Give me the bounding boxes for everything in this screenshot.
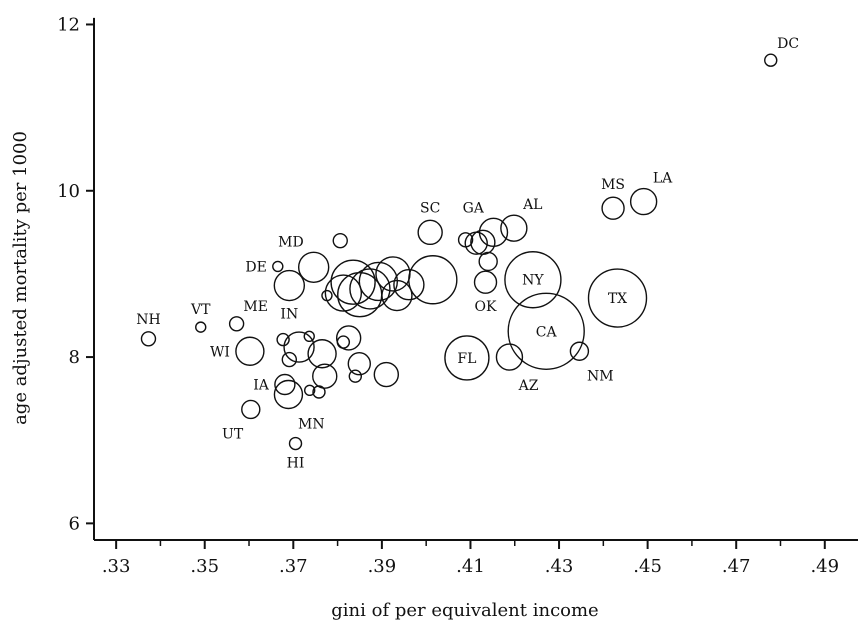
x-tick-label: .47 <box>722 556 751 577</box>
y-tick-label: 10 <box>57 181 80 202</box>
data-point-nh <box>140 331 157 347</box>
x-tick-label: .37 <box>279 556 308 577</box>
point-label: GA <box>463 200 485 216</box>
data-point <box>303 384 316 397</box>
data-point-sc <box>417 219 443 246</box>
data-point <box>375 256 411 292</box>
point-label: AL <box>522 197 542 213</box>
data-point-la <box>629 187 658 216</box>
data-point <box>349 268 391 310</box>
data-point-al <box>500 214 528 242</box>
data-points: DC LA MS TX NM CA NY AL AZ GA OK FL SC MD DE IN ME VT NH WI… <box>136 36 799 471</box>
data-point <box>283 331 315 363</box>
data-point-ny <box>504 251 562 309</box>
x-tick-label: .43 <box>545 556 574 577</box>
data-point-in <box>273 269 306 302</box>
data-point-ut <box>241 399 261 420</box>
point-label: NY <box>522 273 544 289</box>
data-point <box>307 339 337 369</box>
data-point <box>381 279 413 312</box>
x-tick-label: .49 <box>810 556 839 577</box>
point-label: OK <box>475 299 497 315</box>
point-label: MN <box>298 416 325 432</box>
x-axis-title: gini of per equivalent income <box>331 600 598 621</box>
point-label: LA <box>653 171 673 187</box>
point-label: DE <box>245 259 266 275</box>
data-point <box>408 255 458 305</box>
data-point <box>358 261 399 302</box>
point-label: NM <box>587 368 614 384</box>
point-label: UT <box>222 426 244 442</box>
axes: 6 8 10 12 .33 .35 .37 .39 .41 .43 .45 .47 .49 <box>57 14 858 577</box>
data-point-hi <box>288 436 303 451</box>
data-point <box>303 330 315 342</box>
point-label: AZ <box>518 378 539 394</box>
data-point-ok <box>473 270 498 294</box>
point-label: DC <box>777 36 799 52</box>
data-point-ia <box>274 373 296 396</box>
data-point-tx <box>587 268 648 328</box>
point-label: HI <box>287 456 305 472</box>
data-point-ms <box>601 196 625 220</box>
point-label: WI <box>210 344 230 360</box>
x-tick-label: .35 <box>190 556 219 577</box>
data-point <box>324 274 363 312</box>
data-point-dc <box>764 53 778 67</box>
point-label: IA <box>253 378 270 394</box>
point-label: SC <box>420 200 440 216</box>
x-tick-label: .41 <box>456 556 485 577</box>
point-label: IN <box>280 307 298 323</box>
y-tick-label: 12 <box>57 14 80 35</box>
point-label: NH <box>136 312 160 328</box>
data-point-wi <box>235 336 265 366</box>
data-point <box>332 232 348 249</box>
data-point-ca <box>507 292 585 370</box>
x-tick-label: .39 <box>368 556 397 577</box>
data-point <box>348 369 363 383</box>
data-point-nm <box>569 341 590 361</box>
x-tick-label: .33 <box>102 556 131 577</box>
y-tick-label: 6 <box>69 513 80 534</box>
point-label: ME <box>243 299 268 315</box>
data-point <box>276 332 290 347</box>
data-point-de <box>272 260 284 273</box>
x-tick-label: .45 <box>633 556 662 577</box>
point-label: CA <box>536 324 558 340</box>
point-label: FL <box>457 351 476 367</box>
y-tick-label: 8 <box>69 347 80 368</box>
data-point-md <box>297 251 330 283</box>
point-label: VT <box>190 302 211 318</box>
point-label: MD <box>278 234 304 250</box>
data-point-az <box>495 343 524 371</box>
data-point <box>373 361 400 388</box>
point-label: MS <box>601 177 625 193</box>
data-point <box>347 352 371 376</box>
data-point-vt <box>195 321 207 333</box>
data-point-ga <box>478 217 509 248</box>
data-point <box>281 351 298 368</box>
data-point <box>330 259 376 305</box>
y-axis-title: age adjusted mortality per 1000 <box>10 131 31 425</box>
data-point-mn <box>273 379 304 410</box>
data-point <box>478 251 498 272</box>
data-point <box>312 363 338 389</box>
data-point <box>335 325 362 351</box>
point-label: TX <box>608 291 627 307</box>
data-point-me <box>228 316 245 332</box>
data-point-fl <box>444 335 490 381</box>
data-point <box>393 269 425 301</box>
